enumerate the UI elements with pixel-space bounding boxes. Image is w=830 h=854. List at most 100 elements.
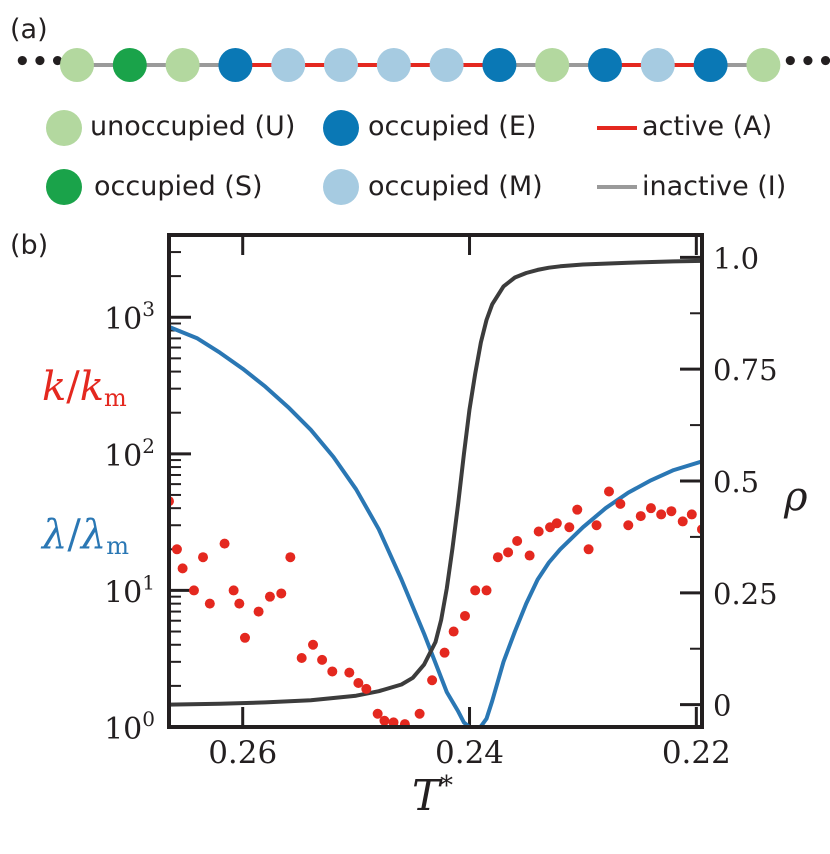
legend-occupied-e-marker [323,110,359,146]
chain-site-U [165,48,200,82]
k-data-point [344,667,355,678]
k-data-point [551,518,562,529]
x-label: T* [412,771,453,820]
k-data-point [177,563,188,574]
chain-site-E [588,48,622,82]
k-data-point [459,610,470,621]
k-data-point [228,585,239,596]
k-data-point [470,585,481,596]
k-data-point [564,522,575,533]
k-data-point [171,544,182,555]
k-data-point [481,585,492,596]
x-tick-label: 0.26 [208,735,277,771]
chain-site-E [693,48,728,82]
x-tick-label: 0.24 [435,735,504,771]
k-data-point [583,544,594,555]
y-label-rho: ρ [783,474,808,520]
k-data-point [264,591,275,602]
y-label-k: k/km [42,364,127,412]
k-data-point [188,585,199,596]
k-data-point [234,598,245,609]
k-data-point [492,552,503,563]
k-data-point [388,717,399,727]
legend-active-label: active (A) [642,111,773,142]
chain-site-M [429,48,464,82]
k-data-point [635,511,646,522]
y-label-lambda: λ/λm [40,512,129,560]
chain-site-S [112,48,147,82]
chain-site-E [218,48,253,82]
k-data-point [656,509,667,520]
right-tick-label: 0.75 [713,353,778,387]
chain-site-M [376,48,411,82]
k-data-point [666,506,677,517]
legend-occupied-s-marker [46,169,82,205]
k-data-point [512,536,523,547]
lambda-line [169,325,702,727]
k-data-point [372,708,383,719]
chain-site-E [482,48,517,82]
k-data-point [427,675,438,686]
chain-ellipsis-right: ••• [782,47,830,77]
k-data-point [204,598,215,609]
legend-inactive-label: inactive (I) [642,171,787,202]
legend-unoccupied-marker [46,110,82,146]
plot-frame [167,233,704,729]
k-data-point [524,550,535,561]
k-data-point [308,639,319,650]
k-data-point [533,526,544,537]
right-tick-label: 1.0 [713,241,759,275]
k-data-point [645,503,656,514]
panel-b-label: (b) [10,230,49,261]
legend-occupied-e-label: occupied (E) [368,111,537,142]
chain-site-M [640,48,675,82]
k-data-point [285,552,296,563]
chain-ellipsis-left: ••• [14,47,67,77]
k-data-point [615,498,626,509]
k-data-point [623,520,634,531]
k-data-point [353,677,364,688]
chain-site-U [746,48,781,82]
legend-occupied-m-label: occupied (M) [368,171,543,202]
k-data-point [591,520,602,531]
legend-unoccupied-label: unoccupied (U) [90,111,296,142]
k-data-point [414,708,425,719]
x-tick-label: 0.22 [662,735,731,771]
k-data-point [361,683,372,694]
legend-markers [46,110,637,205]
chain-site-M [324,48,358,82]
panel-a-label: (a) [10,14,48,45]
left-tick-label: 103 [104,297,155,337]
k-data-point [253,606,264,617]
rho-line [169,258,702,707]
k-data-point [604,486,615,497]
right-tick-label: 0.25 [713,577,778,611]
legend-occupied-s-label: occupied (S) [94,171,263,202]
k-data-point [296,653,307,664]
k-data-point [503,547,514,558]
right-tick-label: 0.5 [713,465,759,499]
k-data-point [677,516,688,527]
chain-site-U [535,48,570,82]
k-data-point [239,632,250,643]
k-data-point [276,588,287,599]
left-tick-label: 101 [104,570,155,610]
k-data-point [448,626,459,637]
plot: 100 101 102 103 0 0.25 0.5 0.75 1.0 0.26 0.24 0.22 k… [40,233,808,820]
k-data-point [686,509,697,520]
k-data-point [327,666,338,677]
chain-site-U [60,48,94,82]
right-tick-label: 0 [713,689,731,723]
k-data-point [219,538,230,549]
left-tick-label: 100 [104,707,155,747]
k-data-point [572,504,583,515]
k-data-point [198,552,209,563]
k-data-point [439,647,450,658]
chain [60,48,781,82]
chain-site-M [271,48,306,82]
k-data-point [317,654,328,665]
k-data-point [379,715,390,726]
legend-occupied-m-marker [323,169,359,205]
left-tick-label: 102 [104,434,155,474]
